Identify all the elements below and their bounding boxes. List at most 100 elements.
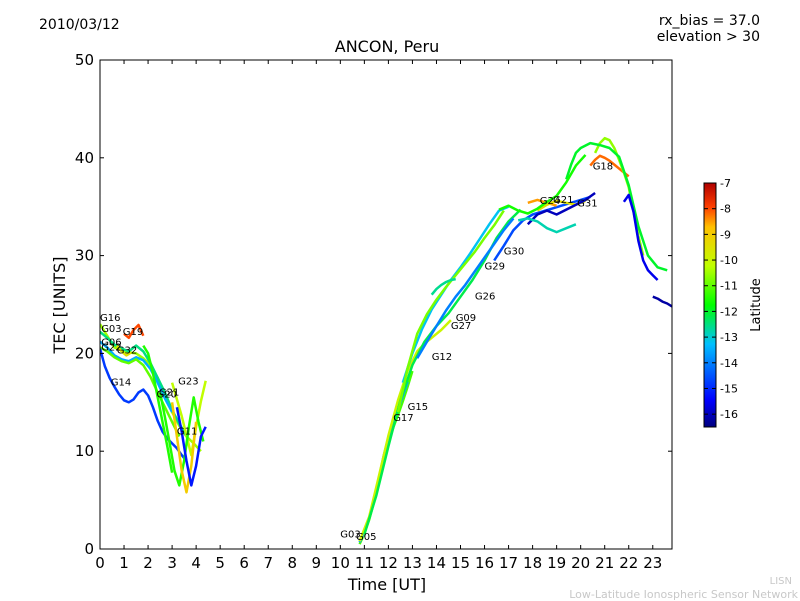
x-tick-label: 21	[595, 554, 614, 572]
x-tick-label: 16	[475, 554, 494, 572]
x-tick-label: 0	[95, 554, 105, 572]
date-label: 2010/03/12	[39, 17, 120, 33]
x-tick-label: 10	[331, 554, 350, 572]
x-axis-label: Time [UT]	[347, 575, 426, 594]
colorbar-tick-label: -14	[720, 357, 738, 370]
x-tick-label: 3	[167, 554, 177, 572]
sat-label-23: G31	[577, 199, 597, 210]
x-tick-label: 14	[427, 554, 446, 572]
series-G24	[527, 198, 557, 207]
x-tick-label: 2	[143, 554, 153, 572]
x-tick-label: 15	[451, 554, 470, 572]
sat-label-3: G06	[101, 338, 121, 349]
series-G22	[100, 346, 181, 438]
x-tick-label: 17	[499, 554, 518, 572]
y-tick-label: 30	[75, 247, 94, 265]
colorbar-tick-label: -11	[720, 280, 738, 293]
x-tick-label: 9	[312, 554, 322, 572]
series-G13	[622, 193, 659, 281]
x-tick-label: 1	[119, 554, 129, 572]
sat-label-10: G11	[177, 427, 197, 438]
sat-label-21: G24	[540, 196, 560, 207]
y-tick-label: 10	[75, 442, 94, 460]
colorbar-tick-label: -12	[720, 305, 738, 318]
x-tick-label: 18	[523, 554, 542, 572]
series-G32	[115, 344, 132, 357]
series-G25	[565, 141, 668, 272]
series-G21b	[170, 402, 198, 494]
sat-label-17: G09	[456, 313, 476, 324]
series-G09	[416, 217, 515, 359]
sat-label-1: G03	[101, 324, 121, 335]
sat-label-7: G23	[178, 377, 198, 388]
sat-label-8: G20	[157, 389, 177, 400]
colorbar	[703, 182, 717, 428]
series-G19	[123, 323, 145, 340]
footer-network: Low-Latitude Ionospheric Sensor Network	[569, 588, 798, 601]
sat-label-15: G12	[432, 352, 452, 363]
chart-title: ANCON, Peru	[334, 37, 440, 56]
sat-label-14: G15	[408, 402, 428, 413]
colorbar-tick-label: -8	[720, 203, 731, 216]
plot-frame	[99, 59, 673, 550]
x-tick-label: 12	[379, 554, 398, 572]
x-tick-label: 13	[403, 554, 422, 572]
series-layer	[100, 136, 672, 545]
sat-label-0: G16	[100, 313, 120, 324]
series-G23	[170, 380, 207, 457]
sat-label-2: G19	[123, 327, 143, 338]
series-G14	[100, 348, 188, 462]
sat-label-5: G32	[117, 345, 137, 356]
series-G04	[142, 344, 174, 473]
sat-label-19: G29	[485, 261, 505, 272]
sat-label-22: G21	[553, 195, 573, 206]
elevation-label: elevation > 30	[656, 29, 760, 45]
colorbar-label: Latitude	[749, 278, 764, 332]
series-G28	[517, 217, 577, 234]
x-tick-label: 4	[191, 554, 201, 572]
x-tick-label: 22	[619, 554, 638, 572]
series-G08	[498, 154, 587, 215]
colorbar-tick-label: -9	[720, 228, 731, 241]
sat-label-6: G14	[111, 378, 131, 389]
sat-label-4: G22	[101, 343, 121, 354]
series-G31	[526, 191, 596, 226]
footer-brand: LISN	[769, 576, 792, 587]
sat-label-12: G05	[356, 532, 376, 543]
series-G06	[100, 340, 174, 413]
sat-label-18: G26	[475, 292, 495, 303]
sat-label-13: G17	[393, 413, 413, 424]
y-tick-label: 50	[75, 51, 94, 69]
rx-bias-label: rx_bias = 37.0	[658, 13, 760, 29]
x-tick-label: 23	[643, 554, 662, 572]
y-axis-label: TEC [UNITS]	[50, 257, 69, 355]
series-G07	[652, 295, 672, 308]
series-G11	[175, 406, 207, 487]
y-tick-label: 0	[84, 540, 94, 558]
colorbar-tick-label: -10	[720, 254, 738, 267]
x-tick-label: 7	[263, 554, 273, 572]
sat-label-24: G18	[593, 162, 613, 173]
sat-label-20: G30	[504, 247, 524, 258]
sat-label-11: G03	[340, 529, 360, 540]
x-tick-label: 20	[571, 554, 590, 572]
x-tick-label: 19	[547, 554, 566, 572]
colorbar-tick-label: -13	[720, 331, 738, 344]
colorbar-ticks: -7 -8 -9 -10 -11 -12 -13 -14 -15 -16	[704, 177, 738, 421]
x-tick-label: 5	[215, 554, 225, 572]
sat-label-16: G27	[451, 321, 471, 332]
x-tick-label: 6	[239, 554, 249, 572]
series-G01	[430, 277, 456, 296]
x-axis: 0 1 2 3 4 5 6 7 8 9 10 11 12 13 14 15 16 17 18 19 20 21 22 23	[95, 60, 662, 572]
x-tick-label: 11	[355, 554, 374, 572]
y-axis: 0 10 20 30 40 50	[75, 51, 672, 558]
y-tick-label: 20	[75, 344, 94, 362]
colorbar-tick-label: -16	[720, 408, 738, 421]
colorbar-tick-label: -15	[720, 382, 738, 395]
colorbar-tick-label: -7	[720, 177, 731, 190]
y-tick-label: 40	[75, 149, 94, 167]
sat-label-9: G21	[159, 388, 179, 399]
series-G27	[363, 208, 522, 535]
